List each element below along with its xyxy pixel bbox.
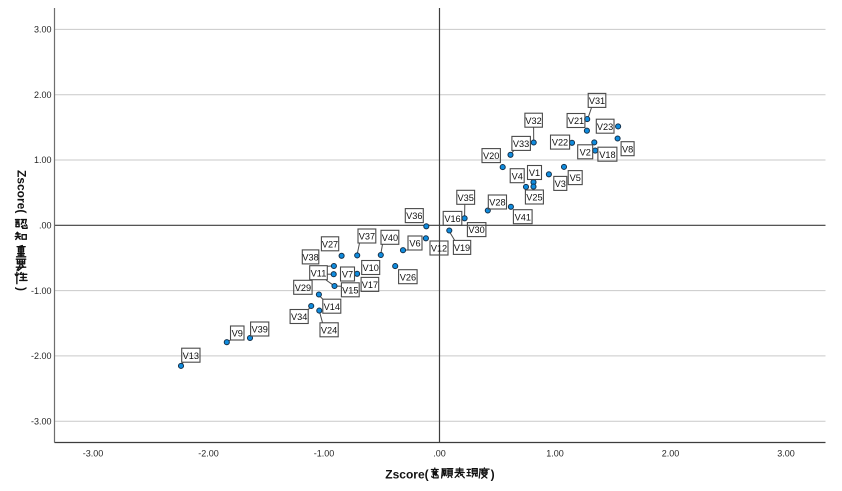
svg-text:V13: V13 bbox=[183, 351, 199, 361]
svg-text:V28: V28 bbox=[489, 198, 505, 208]
svg-text:V21: V21 bbox=[568, 116, 584, 126]
svg-text:V25: V25 bbox=[526, 193, 542, 203]
svg-text:V37: V37 bbox=[359, 232, 375, 242]
svg-text:V16: V16 bbox=[444, 214, 460, 224]
svg-text:V15: V15 bbox=[342, 285, 358, 295]
svg-text:V12: V12 bbox=[431, 244, 447, 254]
svg-text:V38: V38 bbox=[302, 253, 318, 263]
svg-text:V9: V9 bbox=[232, 329, 243, 339]
svg-text:V3: V3 bbox=[555, 179, 566, 189]
svg-text:-1.00: -1.00 bbox=[314, 449, 335, 459]
svg-text:V41: V41 bbox=[515, 212, 531, 222]
svg-text:V18: V18 bbox=[599, 150, 615, 160]
svg-text:-1.00: -1.00 bbox=[31, 286, 52, 296]
svg-text:-3.00: -3.00 bbox=[83, 449, 104, 459]
svg-text:Zscore(: Zscore( bbox=[14, 170, 28, 213]
svg-text:V8: V8 bbox=[622, 144, 633, 154]
svg-text:V23: V23 bbox=[597, 122, 613, 132]
svg-text:V11: V11 bbox=[311, 268, 327, 278]
svg-text:V39: V39 bbox=[252, 325, 268, 335]
svg-text:3.00: 3.00 bbox=[777, 449, 795, 459]
svg-text:V14: V14 bbox=[324, 302, 340, 312]
svg-text:V7: V7 bbox=[342, 270, 353, 280]
svg-text:.00: .00 bbox=[433, 449, 446, 459]
svg-text:V10: V10 bbox=[363, 263, 379, 273]
svg-text:2.00: 2.00 bbox=[34, 90, 52, 100]
svg-text:-3.00: -3.00 bbox=[31, 416, 52, 426]
svg-text:V40: V40 bbox=[382, 233, 398, 243]
svg-text:V36: V36 bbox=[406, 211, 422, 221]
svg-text:V27: V27 bbox=[322, 239, 338, 249]
svg-text:V20: V20 bbox=[483, 151, 499, 161]
svg-text:V26: V26 bbox=[400, 272, 416, 282]
svg-text:1.00: 1.00 bbox=[546, 449, 564, 459]
svg-text:3.00: 3.00 bbox=[34, 25, 52, 35]
svg-text:1.00: 1.00 bbox=[34, 155, 52, 165]
svg-text:V6: V6 bbox=[409, 239, 420, 249]
svg-text:V29: V29 bbox=[295, 283, 311, 293]
svg-text:2.00: 2.00 bbox=[662, 449, 680, 459]
svg-text:V24: V24 bbox=[321, 325, 337, 335]
svg-text:V2: V2 bbox=[580, 147, 591, 157]
svg-text:-2.00: -2.00 bbox=[198, 449, 219, 459]
svg-text:V17: V17 bbox=[362, 280, 378, 290]
svg-text:Zscore(: Zscore( bbox=[385, 468, 428, 482]
svg-text:V32: V32 bbox=[525, 116, 541, 126]
svg-text:): ) bbox=[14, 287, 28, 291]
svg-text:V34: V34 bbox=[291, 312, 307, 322]
svg-text:V33: V33 bbox=[513, 139, 529, 149]
svg-text:): ) bbox=[491, 468, 495, 482]
svg-text:V30: V30 bbox=[468, 225, 484, 235]
svg-text:V4: V4 bbox=[512, 171, 523, 181]
svg-text:V31: V31 bbox=[589, 96, 605, 106]
svg-text:V19: V19 bbox=[454, 243, 470, 253]
svg-text:.00: .00 bbox=[39, 221, 52, 231]
svg-text:V5: V5 bbox=[570, 173, 581, 183]
svg-text:V1: V1 bbox=[529, 168, 540, 178]
svg-text:V35: V35 bbox=[458, 193, 474, 203]
svg-text:V22: V22 bbox=[552, 138, 568, 148]
svg-text:-2.00: -2.00 bbox=[31, 351, 52, 361]
